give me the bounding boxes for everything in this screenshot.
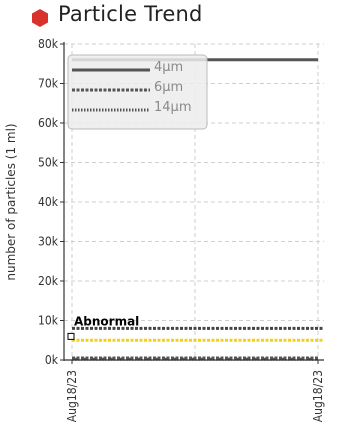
threshold-annotations: Abnormal bbox=[67, 314, 139, 340]
y-tick-label: 60k bbox=[38, 116, 59, 130]
legend-label: 14μm bbox=[154, 100, 191, 115]
legend[interactable]: 4μm 6μm 14μm bbox=[67, 54, 208, 130]
y-tick-label: 0k bbox=[45, 353, 59, 367]
x-tick-labels: Aug18/23 Aug18/23 bbox=[65, 360, 325, 422]
y-tick-label: 50k bbox=[38, 156, 59, 170]
x-tick-label: Aug18/23 bbox=[65, 370, 79, 422]
legend-label: 4μm bbox=[154, 60, 183, 75]
legend-box bbox=[67, 54, 208, 130]
x-tick-label: Aug18/23 bbox=[311, 370, 325, 422]
y-tick-label: 70k bbox=[38, 77, 59, 91]
threshold-label: Abnormal bbox=[74, 314, 139, 328]
legend-label: 6μm bbox=[154, 80, 183, 95]
hexagon-icon bbox=[32, 9, 48, 27]
y-tick-label: 10k bbox=[38, 314, 59, 328]
y-axis-label: number of particles (1 ml) bbox=[4, 123, 18, 280]
chart-header: Particle Trend bbox=[0, 0, 337, 36]
y-tick-labels: 0k 10k 20k 30k 40k 50k 60k 70k 80k bbox=[38, 37, 64, 367]
y-tick-label: 40k bbox=[38, 195, 59, 209]
threshold-marker bbox=[67, 332, 75, 340]
chart-title: Particle Trend bbox=[58, 2, 203, 26]
y-tick-label: 80k bbox=[38, 37, 59, 51]
threshold-lines bbox=[72, 326, 324, 342]
y-tick-label: 20k bbox=[38, 274, 59, 288]
y-tick-label: 30k bbox=[38, 235, 59, 249]
